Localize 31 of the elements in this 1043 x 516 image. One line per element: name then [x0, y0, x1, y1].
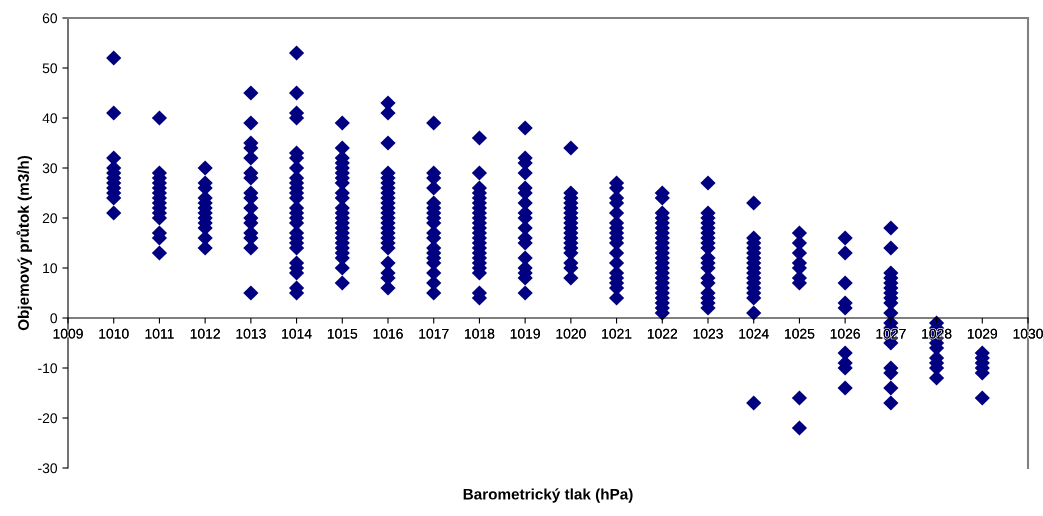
x-tick-label: 1022 — [647, 328, 678, 339]
y-tick-label: 30 — [42, 163, 58, 174]
x-tick-label: 1015 — [327, 328, 358, 339]
y-tick-label: 60 — [42, 13, 58, 24]
y-tick-label: 20 — [42, 213, 58, 224]
x-tick-label: 1012 — [190, 328, 220, 339]
x-tick-label: 1029 — [967, 328, 998, 339]
x-tick-label: 1017 — [419, 328, 449, 339]
x-tick-label: 1024 — [739, 328, 769, 339]
x-tick-label: 1013 — [236, 328, 266, 339]
x-tick-label: 1011 — [145, 328, 174, 339]
y-tick-label: 0 — [50, 313, 58, 324]
x-tick-label: 1023 — [693, 328, 723, 339]
x-tick-label: 1010 — [99, 328, 129, 339]
x-axis-title: Barometrický tlak (hPa) — [463, 488, 633, 503]
y-tick-label: -30 — [38, 463, 58, 474]
x-tick-label: 1021 — [602, 328, 632, 339]
x-tick-label: 1030 — [1013, 328, 1043, 339]
x-tick-label: 1020 — [556, 328, 586, 339]
x-tick-label: 1016 — [373, 328, 403, 339]
y-tick-label: 10 — [43, 263, 58, 274]
y-tick-label: -10 — [38, 363, 58, 374]
x-tick-label: 1025 — [785, 328, 815, 339]
x-tick-label: 1026 — [830, 328, 860, 339]
y-tick-label: 50 — [42, 63, 58, 74]
y-axis-title: Objemový průtok (m3/h) — [16, 155, 32, 331]
y-tick-label: -20 — [38, 413, 58, 424]
y-tick-label: 40 — [42, 113, 58, 124]
x-tick-label: 1018 — [465, 328, 495, 339]
x-tick-label: 1019 — [510, 328, 540, 339]
x-tick-label: 1014 — [282, 328, 312, 339]
